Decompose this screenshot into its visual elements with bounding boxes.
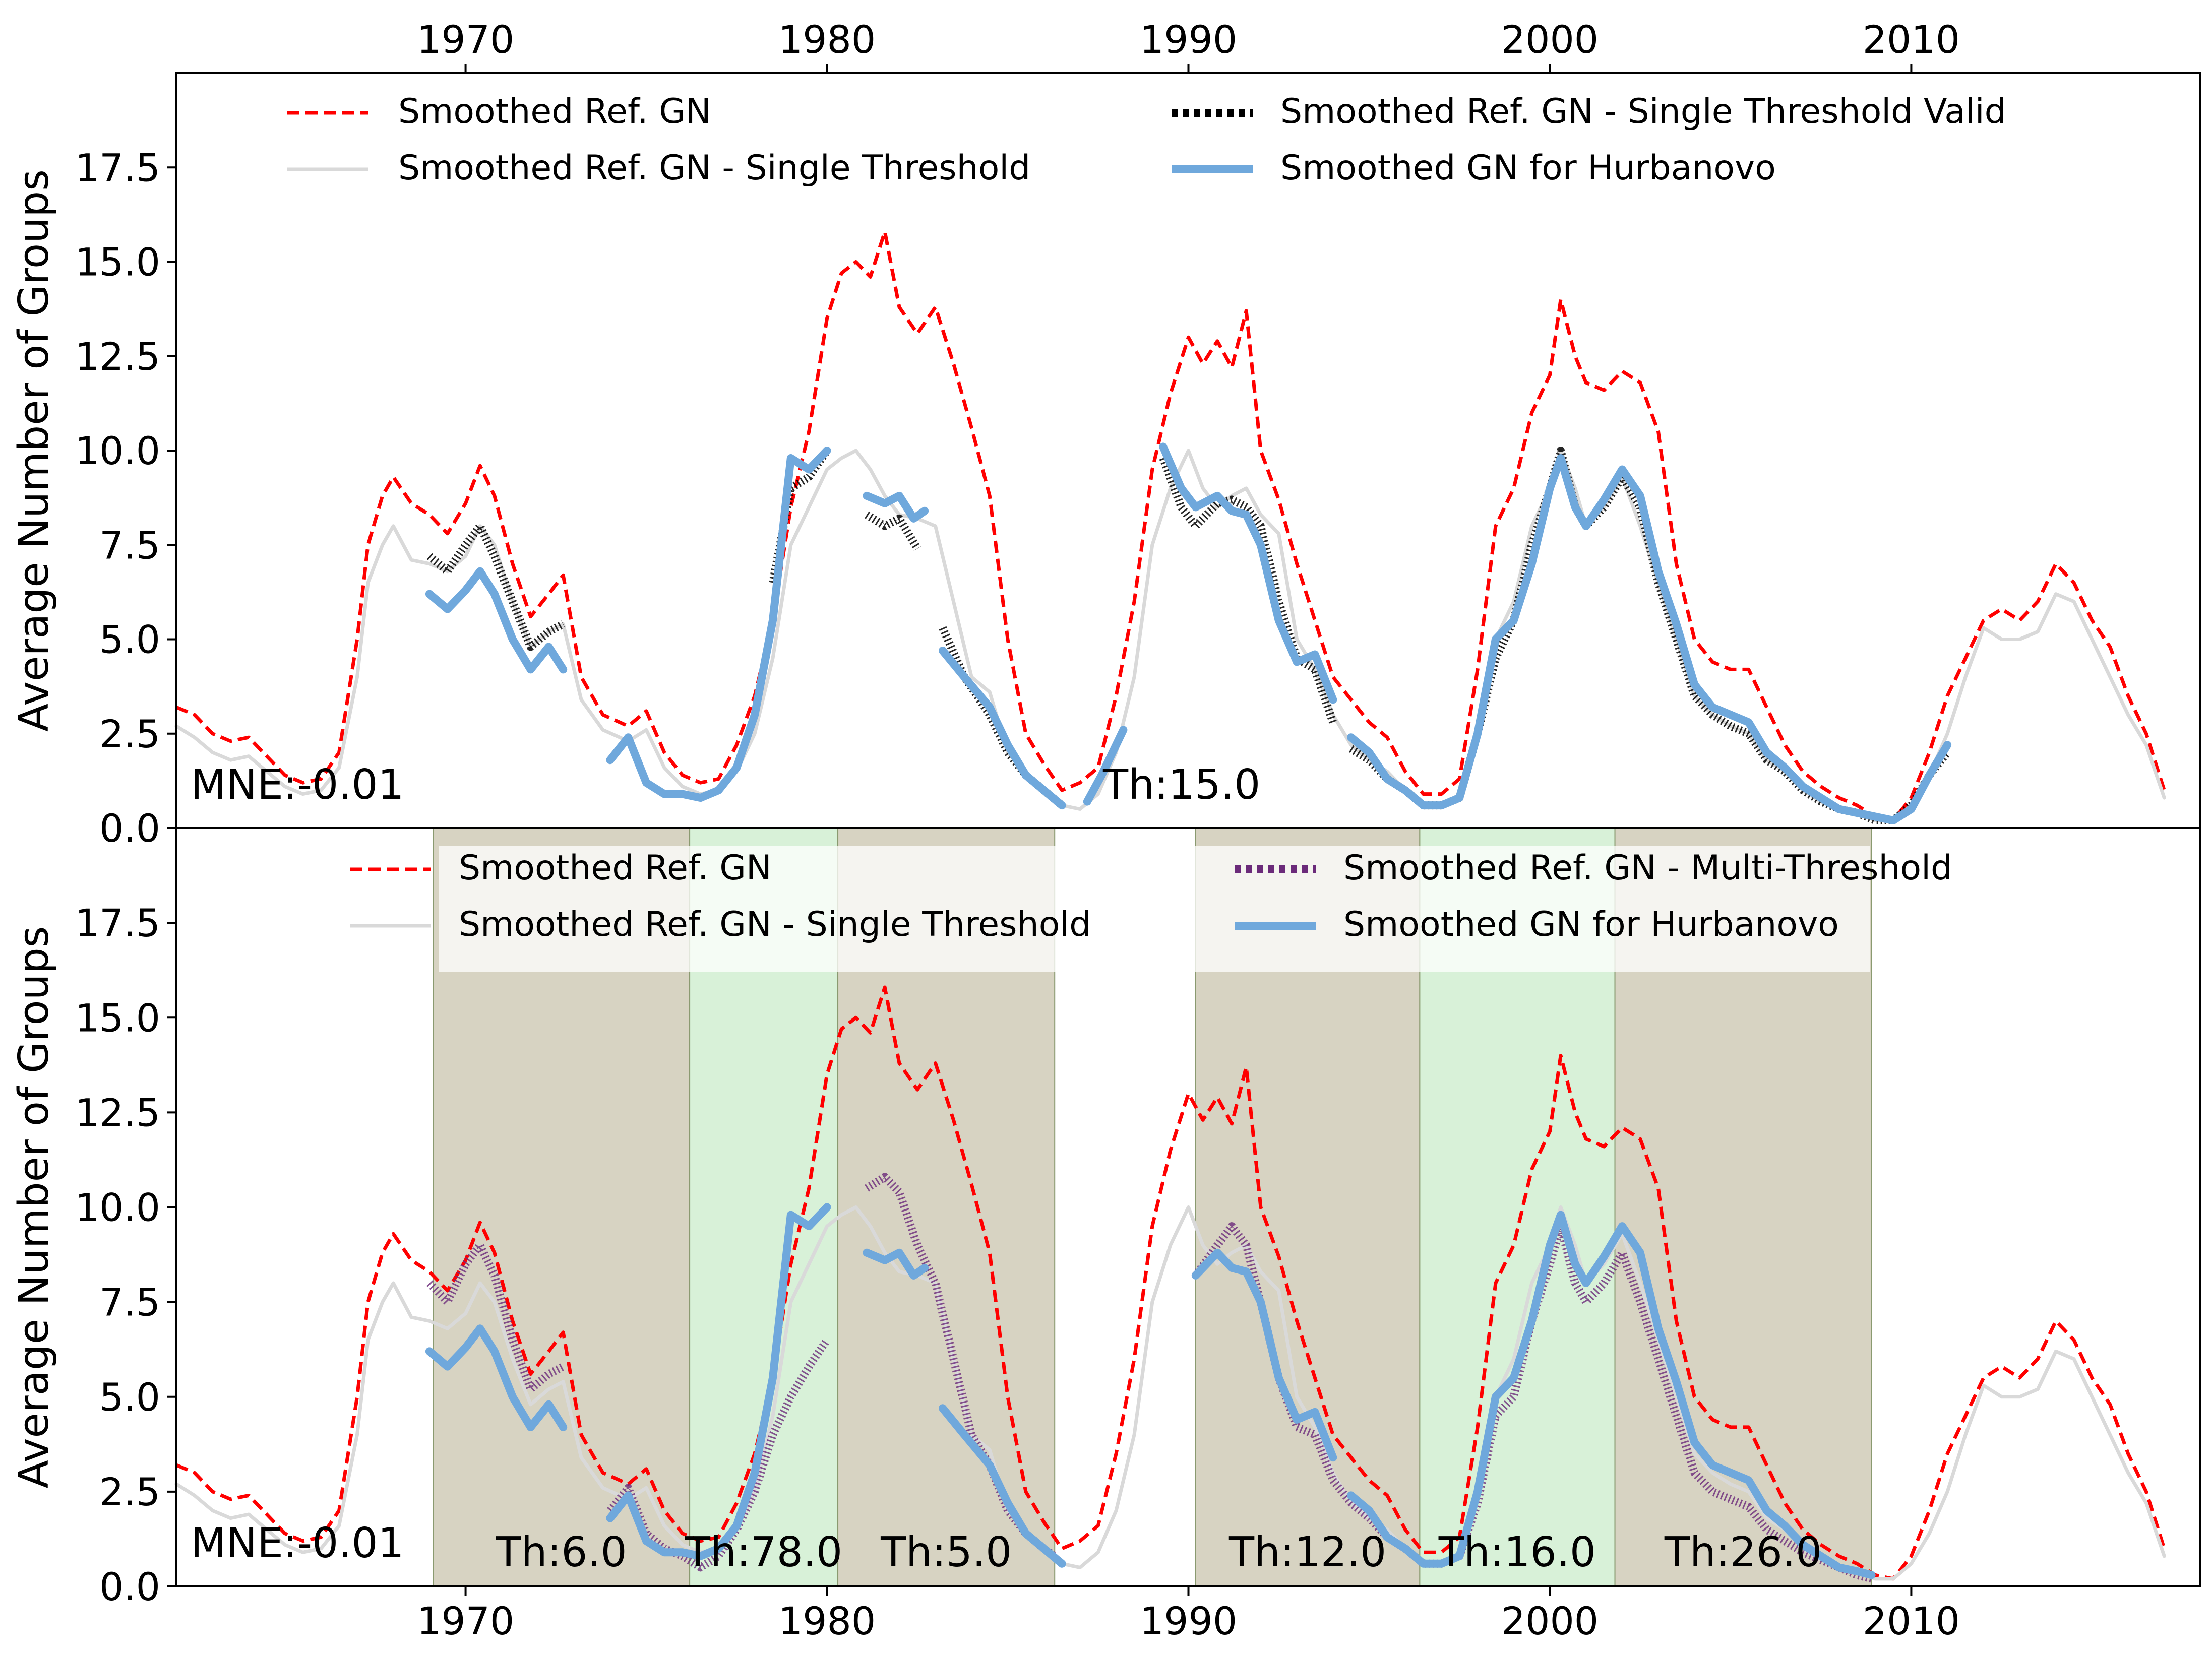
y-tick-label: 15.0 <box>75 995 160 1040</box>
y-tick-label: 0.0 <box>99 806 160 851</box>
y-tick-label: 2.5 <box>99 1470 160 1514</box>
threshold-label: Th:78.0 <box>685 1528 842 1576</box>
y-tick-label: 17.5 <box>75 901 160 945</box>
y-tick-label: 5.0 <box>99 1375 160 1420</box>
series-line-smoothed-ref-gn <box>175 230 2166 822</box>
legend-label: Smoothed Ref. GN <box>398 92 711 132</box>
series-line-smoothed-ref-gn <box>175 985 2166 1581</box>
y-tick-label: 2.5 <box>99 712 160 756</box>
legend-label: Smoothed Ref. GN - Single Threshold Vali… <box>1280 92 2006 132</box>
x-tick-label: 1970 <box>417 17 514 62</box>
top-panel: 0.0 2.5 5.0 7.5 10.0 12.5 15.0 17.5 1970 1980 1990… <box>10 17 2201 851</box>
x-tick-label: 2000 <box>1501 1599 1599 1643</box>
x-tick-label: 1990 <box>1140 17 1237 62</box>
threshold-label: Th:12.0 <box>1228 1528 1386 1576</box>
x-tick-label: 1980 <box>778 1599 876 1643</box>
series-line-smoothed-ref-gn-multi-threshold <box>426 1173 1873 1583</box>
x-tick-label: 1990 <box>1140 1599 1237 1643</box>
y-tick-label: 7.5 <box>99 523 160 567</box>
threshold-label: Th:6.0 <box>496 1528 627 1576</box>
annotations: MNE:-0.01 Th:15.0 <box>191 761 1260 809</box>
y-tick-label: 17.5 <box>75 145 160 190</box>
legend-label: Smoothed Ref. GN - Multi-Threshold <box>1343 848 1952 888</box>
legend: Smoothed Ref. GN Smoothed Ref. GN - Singl… <box>287 92 2006 188</box>
annotation-mne-0-01: MNE:-0.01 <box>191 1519 404 1567</box>
y-tick-label: 12.5 <box>75 1090 160 1135</box>
y-tick-label: 12.5 <box>75 334 160 379</box>
x-tick-label: 2010 <box>1863 1599 1960 1643</box>
series-lines <box>174 985 2166 1583</box>
series-line-smoothed-ref-gn-single-threshold-valid <box>426 447 1951 824</box>
y-tick-label: 5.0 <box>99 617 160 662</box>
legend-label: Smoothed Ref. GN - Single Threshold <box>398 148 1030 188</box>
annotation-th-15-0: Th:15.0 <box>1102 761 1260 809</box>
legend: Smoothed Ref. GN Smoothed Ref. GN - Singl… <box>350 846 1952 972</box>
x-tick-label: 1980 <box>778 17 876 62</box>
series-line-smoothed-gn-for-hurbanovo <box>425 1203 1876 1579</box>
axis-ticks: 0.0 2.5 5.0 7.5 10.0 12.5 15.0 17.5 1970 1980 1990… <box>75 901 1960 1643</box>
legend-box <box>439 846 1056 972</box>
x-tick-label: 2010 <box>1863 17 1960 62</box>
series-lines <box>174 230 2166 824</box>
legend-label: Smoothed Ref. GN - Single Threshold <box>459 905 1091 944</box>
y-tick-label: 7.5 <box>99 1280 160 1325</box>
annotation-mne-0-01: MNE:-0.01 <box>191 761 404 809</box>
x-tick-label: 2000 <box>1501 17 1599 62</box>
series-line-smoothed-gn-for-hurbanovo <box>425 442 1952 824</box>
y-tick-label: 10.0 <box>75 1185 160 1230</box>
annotations: Th:6.0 Th:78.0 Th:5.0 Th:12.0 Th:16.0 Th:26.0… <box>191 1519 1822 1576</box>
x-tick-label: 1970 <box>417 1599 514 1643</box>
threshold-label: Th:5.0 <box>880 1528 1012 1576</box>
legend-label: Smoothed GN for Hurbanovo <box>1280 148 1776 188</box>
legend-label: Smoothed GN for Hurbanovo <box>1343 905 1839 944</box>
y-tick-label: 0.0 <box>99 1564 160 1609</box>
y-axis-label: Average Number of Groups <box>10 169 58 732</box>
threshold-label: Th:26.0 <box>1664 1528 1822 1576</box>
y-axis-label: Average Number of Groups <box>10 926 58 1489</box>
y-tick-label: 15.0 <box>75 240 160 285</box>
legend-label: Smoothed Ref. GN <box>459 848 772 888</box>
axis-ticks: 0.0 2.5 5.0 7.5 10.0 12.5 15.0 17.5 1970 1980 1990… <box>75 17 1960 851</box>
y-tick-label: 10.0 <box>75 428 160 473</box>
bottom-panel: 0.0 2.5 5.0 7.5 10.0 12.5 15.0 17.5 1970 1980 1990… <box>10 827 2201 1643</box>
threshold-label: Th:16.0 <box>1438 1528 1596 1576</box>
